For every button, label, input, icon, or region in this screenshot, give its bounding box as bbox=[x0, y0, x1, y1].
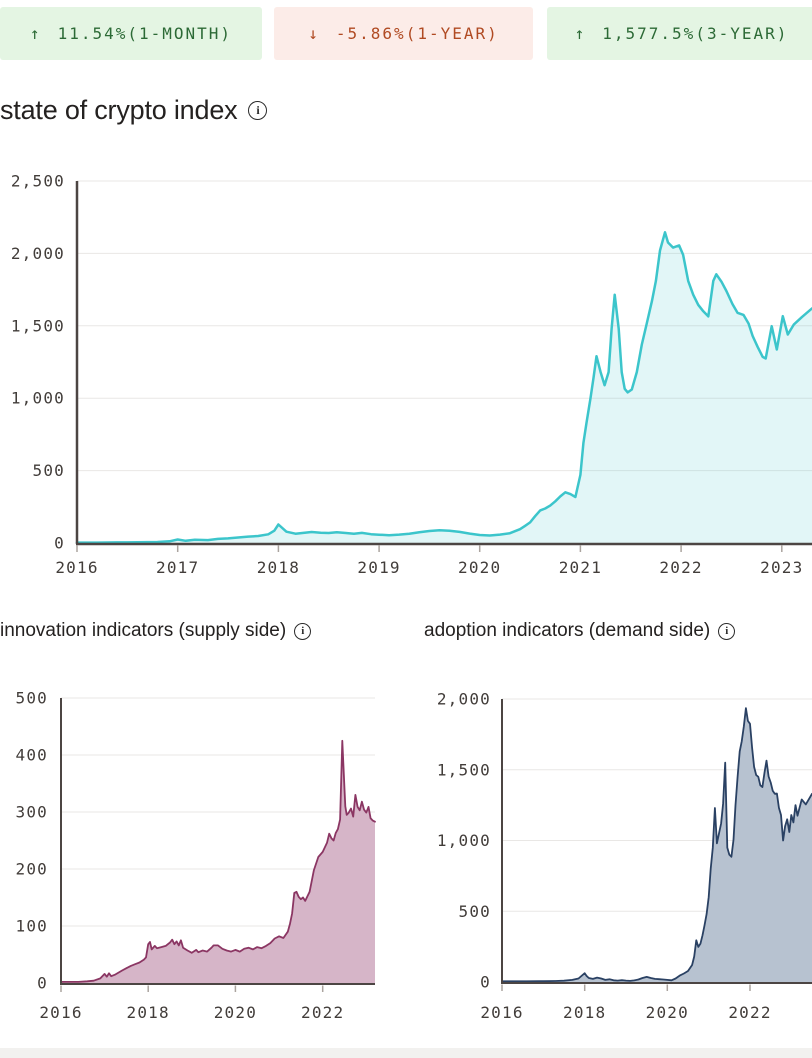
svg-text:2022: 2022 bbox=[301, 1003, 344, 1022]
svg-text:2018: 2018 bbox=[257, 558, 300, 577]
svg-text:1,500: 1,500 bbox=[11, 316, 65, 335]
info-icon[interactable]: i bbox=[294, 622, 312, 640]
svg-text:2022: 2022 bbox=[728, 1003, 771, 1022]
svg-text:200: 200 bbox=[16, 860, 49, 879]
svg-text:2020: 2020 bbox=[458, 558, 501, 577]
svg-text:100: 100 bbox=[16, 917, 49, 936]
supply-chart[interactable]: 2016 2018 2020 2022 0 100 200 300 400 500 bbox=[0, 689, 400, 1035]
supply-section-title: innovation indicators (supply side) i bbox=[0, 620, 312, 642]
demand-section-title-text: adoption indicators (demand side) bbox=[424, 620, 711, 641]
svg-text:2,500: 2,500 bbox=[11, 172, 65, 191]
svg-text:2018: 2018 bbox=[563, 1003, 606, 1022]
up-arrow-icon: ↑ bbox=[574, 24, 585, 43]
index-section-title: state of crypto index i bbox=[0, 95, 268, 126]
svg-text:2020: 2020 bbox=[646, 1003, 689, 1022]
next-section-edge bbox=[0, 1048, 812, 1058]
change-badge-3-year-label: 1,577.5%(3-YEAR) bbox=[602, 24, 789, 43]
svg-text:2,000: 2,000 bbox=[437, 690, 491, 709]
svg-text:1,000: 1,000 bbox=[437, 831, 491, 850]
change-badge-1-month-label: 11.54%(1-MONTH) bbox=[57, 24, 233, 43]
svg-text:500: 500 bbox=[33, 461, 66, 480]
svg-text:2018: 2018 bbox=[127, 1003, 170, 1022]
svg-text:2020: 2020 bbox=[214, 1003, 257, 1022]
change-badge-1-month: ↑ 11.54%(1-MONTH) bbox=[0, 7, 262, 60]
svg-text:2023: 2023 bbox=[760, 558, 803, 577]
demand-section-title: adoption indicators (demand side) i bbox=[424, 620, 736, 642]
svg-text:1,000: 1,000 bbox=[11, 389, 65, 408]
info-icon[interactable]: i bbox=[718, 622, 736, 640]
svg-text:500: 500 bbox=[459, 902, 492, 921]
svg-text:500: 500 bbox=[16, 689, 49, 708]
svg-text:0: 0 bbox=[480, 973, 491, 992]
up-arrow-icon: ↑ bbox=[29, 24, 40, 43]
svg-text:2021: 2021 bbox=[559, 558, 602, 577]
change-badge-3-year: ↑ 1,577.5%(3-YEAR) bbox=[547, 7, 812, 60]
svg-text:2019: 2019 bbox=[357, 558, 400, 577]
svg-text:2016: 2016 bbox=[480, 1003, 523, 1022]
svg-text:300: 300 bbox=[16, 803, 49, 822]
index-section-title-text: state of crypto index bbox=[0, 95, 238, 125]
down-arrow-icon: ↓ bbox=[308, 24, 318, 43]
supply-section-title-text: innovation indicators (supply side) bbox=[0, 620, 287, 641]
svg-text:0: 0 bbox=[54, 534, 65, 553]
svg-text:1,500: 1,500 bbox=[437, 760, 491, 779]
svg-text:2022: 2022 bbox=[659, 558, 702, 577]
svg-text:2016: 2016 bbox=[39, 1003, 82, 1022]
svg-text:2016: 2016 bbox=[55, 558, 98, 577]
change-badge-1-year-label: -5.86%(1-YEAR) bbox=[335, 24, 499, 43]
svg-text:400: 400 bbox=[16, 746, 49, 765]
svg-text:0: 0 bbox=[37, 974, 48, 993]
svg-text:2017: 2017 bbox=[156, 558, 199, 577]
svg-text:2,000: 2,000 bbox=[11, 244, 65, 263]
index-chart[interactable]: 2016 2017 2018 2019 2020 2021 2022 2023 0 500 1,00… bbox=[0, 168, 812, 588]
change-badge-1-year: ↓ -5.86%(1-YEAR) bbox=[274, 7, 533, 60]
info-icon[interactable]: i bbox=[248, 101, 268, 120]
demand-chart[interactable]: 2016 2018 2020 2022 0 500 1,000 1,500 2,000 bbox=[420, 690, 812, 1035]
